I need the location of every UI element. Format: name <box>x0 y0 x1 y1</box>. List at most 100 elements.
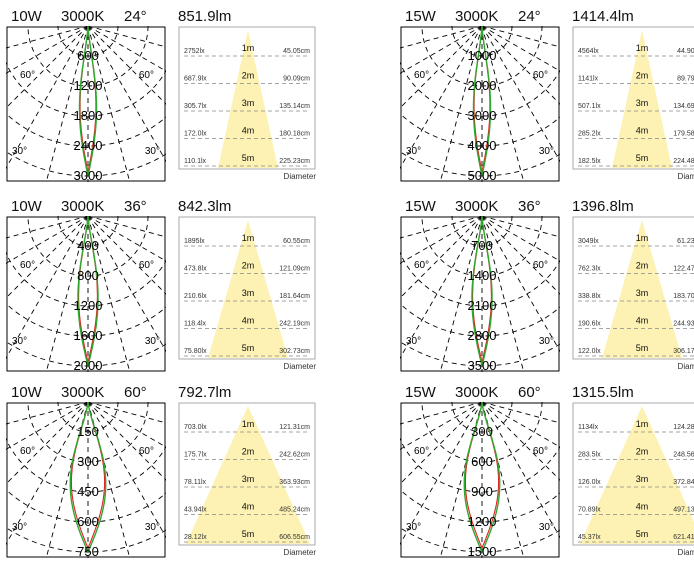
beam-angle-label: 24° <box>518 8 541 25</box>
ring-value-label: 1200 <box>468 514 497 529</box>
polar-svg: 150 300 450 600 750 60° 60° 30° 30° <box>0 221 282 569</box>
diameter-value: 179.58cm <box>673 131 694 138</box>
polar-radial-line <box>87 401 185 569</box>
angle-label: 60° <box>139 446 154 457</box>
polar-radial-line <box>481 401 579 569</box>
panel-header: 10W 3000K 36° 842.3lm <box>6 196 336 218</box>
cct-label: 3000K <box>61 8 105 25</box>
power-label: 15W <box>405 198 436 215</box>
illuminance-value: 4564lx <box>578 48 599 55</box>
diameter-value: 89.79cm <box>677 76 694 83</box>
diameter-caption: Diameter <box>284 172 317 181</box>
angle-label: 60° <box>414 70 429 81</box>
diameter-value: 135.14cm <box>279 103 310 110</box>
cone-svg: 1134lx 1m 124.28cm 283.5lx 2m 248.56cm 126.0lx… <box>572 402 694 557</box>
angle-label: 60° <box>20 260 35 271</box>
illuminance-value: 70.89lx <box>578 507 601 514</box>
ring-value-label: 2400 <box>74 138 103 153</box>
illuminance-value: 75.80lx <box>184 348 207 355</box>
angle-label: 60° <box>533 446 548 457</box>
illuminance-value: 338.8lx <box>578 293 601 300</box>
lumen-label: 792.7lm <box>178 384 232 401</box>
diameter-value: 44.90cm <box>677 48 694 55</box>
cone-frame <box>178 216 316 360</box>
distance-label: 1m <box>636 419 649 429</box>
distance-label: 2m <box>636 71 649 81</box>
panel-header: 15W 3000K 36° 1396.8lm <box>400 196 694 218</box>
beam-angle-label: 36° <box>518 198 541 215</box>
polar-diagram: 1000 2000 3000 4000 5000 60° 60° 30° 30° <box>288 0 676 220</box>
distance-label: 4m <box>636 126 649 136</box>
illuminance-value: 210.6lx <box>184 293 207 300</box>
diameter-value: 61.23cm <box>677 238 694 245</box>
polar-svg: 700 1400 2100 2800 3500 60° 60° 30° 30° <box>288 35 676 410</box>
diameter-value: 124.28cm <box>673 424 694 431</box>
diameter-value: 242.62cm <box>279 452 310 459</box>
ring-value-label: 600 <box>77 48 99 63</box>
intensity-curve-green <box>472 25 492 177</box>
power-label: 10W <box>11 198 42 215</box>
cone-svg: 1895lx 1m 60.55cm 473.8lx 2m 121.09cm 210.6lx 3… <box>178 216 317 371</box>
diameter-value: 90.09cm <box>283 76 310 83</box>
ring-value-label: 1500 <box>468 544 497 558</box>
distance-label: 5m <box>636 153 649 163</box>
polar-svg: 1000 2000 3000 4000 5000 60° 60° 30° 30° <box>288 0 676 220</box>
cone-svg: 4564lx 1m 44.90cm 1141lx 2m 89.79cm 507.1lx 3m 1… <box>572 26 694 181</box>
ring-value-label: 400 <box>77 238 99 253</box>
diameter-value: 606.55cm <box>279 534 310 541</box>
power-label: 15W <box>405 8 436 25</box>
cct-label: 3000K <box>61 384 105 401</box>
angle-label: 30° <box>12 522 27 533</box>
ring-value-label: 600 <box>77 514 99 529</box>
light-cone <box>208 220 288 358</box>
distance-label: 3m <box>242 98 255 108</box>
cone-frame <box>178 402 316 546</box>
distance-label: 4m <box>242 316 255 326</box>
cct-label: 3000K <box>455 384 499 401</box>
distance-label: 2m <box>242 447 255 457</box>
lumen-label: 842.3lm <box>178 198 232 215</box>
lumen-label: 1315.5lm <box>572 384 634 401</box>
ring-value-label: 700 <box>471 238 493 253</box>
ring-value-label: 450 <box>77 484 99 499</box>
angle-label: 30° <box>145 522 160 533</box>
ring-value-label: 300 <box>471 424 493 439</box>
illuminance-value: 43.94lx <box>184 507 207 514</box>
ring-value-label: 900 <box>471 484 493 499</box>
polar-svg: 600 1200 1800 2400 3000 60° 60° 30° 30° <box>0 0 282 220</box>
diameter-value: 621.41cm <box>673 534 694 541</box>
photometric-panel: 15W 3000K 60° 1315.5lm 300 600 900 1200 1500 60° 6… <box>288 221 694 569</box>
cone-frame <box>178 26 316 170</box>
diameter-value: 302.73cm <box>279 348 310 355</box>
beam-angle-label: 24° <box>124 8 147 25</box>
diameter-caption: Diameter <box>284 362 317 371</box>
illuminance-value: 283.5lx <box>578 452 601 459</box>
angle-label: 60° <box>20 70 35 81</box>
diameter-value: 497.13cm <box>673 507 694 514</box>
angle-label: 60° <box>414 446 429 457</box>
cct-label: 3000K <box>455 198 499 215</box>
light-cone <box>612 30 672 168</box>
panel-header: 15W 3000K 60° 1315.5lm <box>400 382 694 404</box>
power-label: 10W <box>11 8 42 25</box>
angle-label: 30° <box>539 336 554 347</box>
distance-label: 4m <box>636 316 649 326</box>
illuminance-value: 78.11lx <box>184 479 207 486</box>
polar-diagram: 700 1400 2100 2800 3500 60° 60° 30° 30° <box>288 35 676 410</box>
angle-label: 60° <box>533 70 548 81</box>
cone-svg: 2752lx 1m 45.05cm 687.9lx 2m 90.09cm 305.7lx 3m… <box>178 26 317 181</box>
angle-label: 30° <box>145 336 160 347</box>
polar-radial-line <box>0 25 89 115</box>
diameter-value: 134.69cm <box>673 103 694 110</box>
diameter-caption: Diameter <box>678 362 694 371</box>
distance-label: 5m <box>242 343 255 353</box>
ring-value-label: 3000 <box>468 108 497 123</box>
ring-value-label: 750 <box>77 544 99 558</box>
beam-angle-label: 60° <box>518 384 541 401</box>
distance-label: 4m <box>242 126 255 136</box>
illuminance-value: 3049lx <box>578 238 599 245</box>
cone-frame <box>572 26 694 170</box>
ring-value-label: 1600 <box>74 328 103 343</box>
diameter-value: 121.31cm <box>279 424 310 431</box>
diameter-caption: Diameter <box>284 548 317 557</box>
